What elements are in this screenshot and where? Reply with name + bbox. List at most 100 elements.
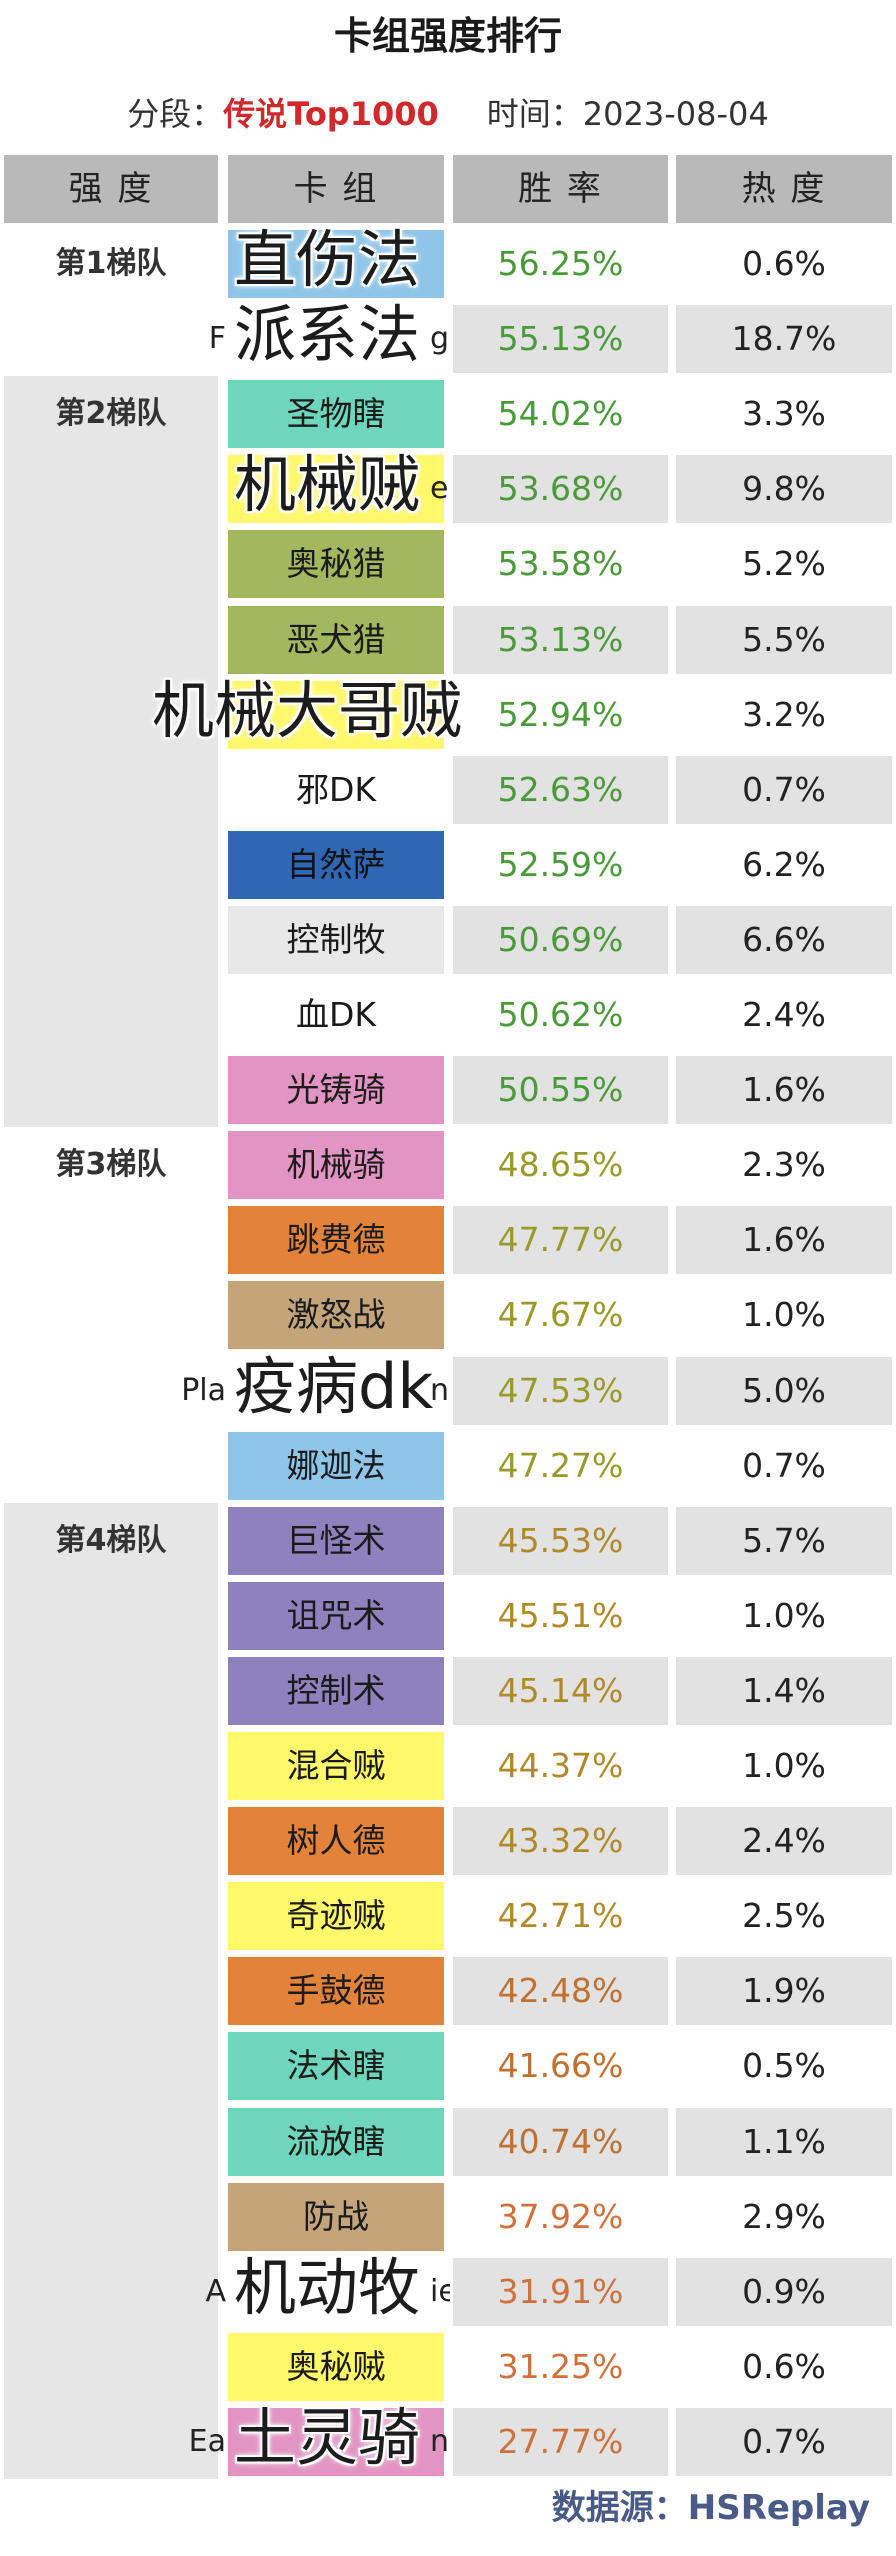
deck-name: 巨怪术 <box>286 1520 386 1560</box>
deck-name: 奥秘贼 <box>286 2346 386 2386</box>
popularity-cell: 9.8% <box>676 455 892 524</box>
deck-name-cell: 激怒战 <box>228 1281 444 1350</box>
winrate-cell: 37.92% <box>497 2196 624 2236</box>
deck-name: 手鼓德 <box>286 1971 386 2011</box>
segment-label: 分段： <box>127 95 224 133</box>
popularity-cell: 0.7% <box>742 1445 826 1485</box>
deck-name-cell: 奇迹贼 <box>228 1882 444 1951</box>
deck-name-cell <box>228 2257 444 2326</box>
winrate-cell: 52.59% <box>497 844 624 884</box>
deck-name-cell <box>228 455 444 524</box>
data-source: 数据源：HSReplay <box>551 2488 870 2528</box>
deck-name-cell: 邪DK <box>228 755 444 824</box>
deck-name: 自然萨 <box>286 844 386 884</box>
winrate-cell: 42.71% <box>497 1896 624 1936</box>
popularity-cell: 0.6% <box>742 2346 826 2386</box>
popularity-cell: 0.7% <box>676 755 892 824</box>
winrate-cell: 41.66% <box>497 2046 624 2086</box>
deck-name: 娜迦法 <box>286 1445 386 1485</box>
winrate-cell: 27.77% <box>453 2407 668 2476</box>
ranking-table: 强 度 卡 组 胜 率 热 度 第1梯队 第2梯队 第3梯队 第4梯队 56.25% 0.… <box>4 155 892 2479</box>
original-name-fragment: ni <box>430 1372 450 1408</box>
deck-name: 机械骑 <box>286 1145 386 1185</box>
deck-name: 光铸骑 <box>286 1070 386 1110</box>
deck-name-cell <box>228 680 444 749</box>
deck-name-cell: 控制牧 <box>228 905 444 974</box>
winrate-cell: 47.67% <box>497 1295 624 1335</box>
original-name-fragment: ge <box>430 321 450 357</box>
deck-name-cell <box>228 305 444 374</box>
overlay-caption: 机械大哥贼 <box>152 673 463 747</box>
tier-block <box>4 376 218 1128</box>
winrate-cell: 54.02% <box>497 394 624 434</box>
winrate-cell: 48.65% <box>497 1145 624 1185</box>
deck-name-cell: 光铸骑 <box>228 1056 444 1125</box>
winrate-cell: 53.68% <box>453 455 668 524</box>
winrate-cell: 55.13% <box>453 305 668 374</box>
winrate-cell: 45.53% <box>453 1506 668 1575</box>
popularity-cell: 0.7% <box>676 2407 892 2476</box>
popularity-cell: 3.3% <box>742 394 826 434</box>
popularity-cell: 1.6% <box>676 1206 892 1275</box>
deck-name-cell: 手鼓德 <box>228 1957 444 2026</box>
deck-name-cell: 法术瞎 <box>228 2032 444 2101</box>
winrate-cell: 52.94% <box>497 694 624 734</box>
tier-block <box>4 1127 218 1503</box>
winrate-cell: 44.37% <box>497 1746 624 1785</box>
deck-name-cell: 奥秘贼 <box>228 2332 444 2401</box>
winrate-cell: 42.48% <box>453 1957 668 2026</box>
original-name-fragment: A <box>205 2273 226 2309</box>
deck-name-cell: 诅咒术 <box>228 1581 444 1650</box>
deck-name: 控制术 <box>286 1670 386 1710</box>
header-popularity: 热 度 <box>676 155 892 223</box>
tier-label: 第4梯队 <box>55 1522 167 1558</box>
winrate-cell: 43.32% <box>453 1807 668 1876</box>
tier-block <box>4 226 218 377</box>
original-name-fragment: Ea <box>188 2423 226 2459</box>
winrate-cell: 47.77% <box>453 1206 668 1275</box>
deck-name: 血DK <box>295 995 377 1034</box>
deck-name: 法术瞎 <box>286 2046 386 2086</box>
popularity-cell: 1.0% <box>742 1746 826 1785</box>
time-label: 时间： <box>486 95 583 133</box>
deck-name-cell: 自然萨 <box>228 830 444 899</box>
tier-block <box>4 1502 218 2479</box>
popularity-cell: 5.0% <box>676 1356 892 1425</box>
winrate-cell: 50.62% <box>497 995 624 1034</box>
popularity-cell: 5.2% <box>742 544 826 584</box>
deck-name: 混合贼 <box>286 1746 386 1785</box>
header-tier: 强 度 <box>4 155 218 223</box>
deck-name-cell: 娜迦法 <box>228 1431 444 1500</box>
deck-name: 诅咒术 <box>286 1595 386 1635</box>
deck-name-cell: 奥秘猎 <box>228 530 444 599</box>
deck-name: 奥秘猎 <box>286 544 386 584</box>
subtitle: 分段：传说Top1000 时间：2023-08-04 <box>0 78 896 150</box>
deck-name: 流放瞎 <box>286 2121 386 2161</box>
overlay-caption: 直伤法 <box>234 223 421 296</box>
winrate-cell: 47.53% <box>453 1356 668 1425</box>
winrate-cell: 50.69% <box>453 905 668 974</box>
page-title: 卡组强度排行 <box>333 14 562 58</box>
winrate-cell: 50.55% <box>453 1056 668 1125</box>
winrate-cell: 53.58% <box>497 544 624 584</box>
deck-name-cell: 控制术 <box>228 1656 444 1725</box>
popularity-cell: 1.0% <box>742 1595 826 1635</box>
deck-name-cell: 血DK <box>228 981 444 1049</box>
overlay-caption: 土灵骑 <box>234 2400 421 2474</box>
tier-label: 第1梯队 <box>55 246 167 281</box>
winrate-cell: 53.13% <box>453 605 668 674</box>
deck-name-cell: 恶犬猎 <box>228 605 444 674</box>
winrate-cell: 40.74% <box>453 2107 668 2176</box>
winrate-cell: 45.14% <box>453 1656 668 1725</box>
deck-name-cell: 跳费德 <box>228 1206 444 1275</box>
winrate-cell: 52.63% <box>453 755 668 824</box>
deck-name: 跳费德 <box>286 1220 386 1260</box>
deck-name-cell <box>228 230 444 298</box>
deck-name-cell <box>228 2407 444 2476</box>
deck-name-cell: 防战 <box>228 2182 444 2251</box>
deck-name-cell: 混合贼 <box>228 1732 444 1800</box>
popularity-cell: 6.6% <box>676 905 892 974</box>
popularity-cell: 1.9% <box>676 1957 892 2026</box>
winrate-cell: 31.25% <box>497 2346 624 2386</box>
deck-name: 奇迹贼 <box>286 1896 386 1936</box>
